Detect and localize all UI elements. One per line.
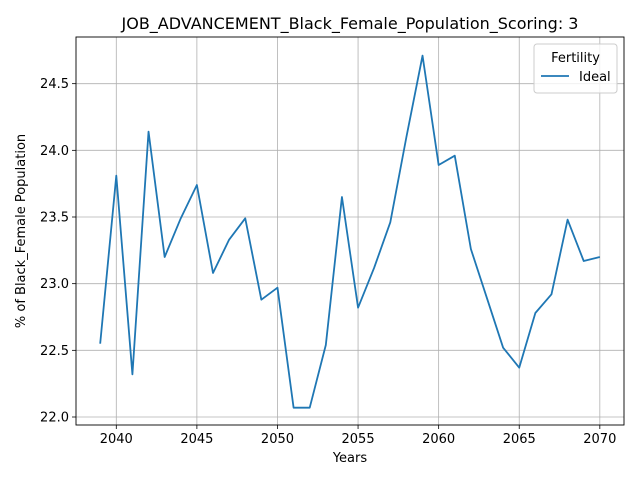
y-axis-label: % of Black_Female Population [14, 134, 29, 328]
y-tick-label: 24.0 [40, 144, 69, 159]
legend-title: Fertility [551, 51, 600, 66]
grid [76, 37, 624, 425]
series-line-ideal [99, 54, 601, 409]
x-ticks: 2040 2045 2050 2055 2060 2065 2070 [100, 425, 616, 447]
x-axis-label: Years [332, 451, 368, 466]
x-tick-label: 2045 [180, 432, 213, 447]
x-tick-label: 2050 [261, 432, 294, 447]
y-tick-label: 22.0 [40, 411, 69, 426]
x-tick-label: 2055 [342, 432, 375, 447]
y-tick-label: 23.5 [40, 211, 69, 226]
plot-area [76, 37, 624, 425]
y-tick-label: 23.0 [40, 277, 69, 292]
legend: Fertility Ideal [533, 43, 618, 94]
x-tick-label: 2060 [422, 432, 455, 447]
y-tick-label: 24.5 [40, 77, 69, 92]
y-ticks: 22.0 22.5 23.0 23.5 24.0 24.5 [40, 77, 76, 426]
chart-title: JOB_ADVANCEMENT_Black_Female_Population_… [121, 14, 579, 34]
x-tick-label: 2070 [583, 432, 616, 447]
x-tick-label: 2065 [503, 432, 536, 447]
legend-box [533, 43, 618, 94]
y-tick-label: 22.5 [40, 344, 69, 359]
plot-frame [75, 36, 625, 426]
x-tick-label: 2040 [100, 432, 133, 447]
series-layer [99, 54, 601, 409]
legend-entry-ideal: Ideal [579, 70, 611, 85]
